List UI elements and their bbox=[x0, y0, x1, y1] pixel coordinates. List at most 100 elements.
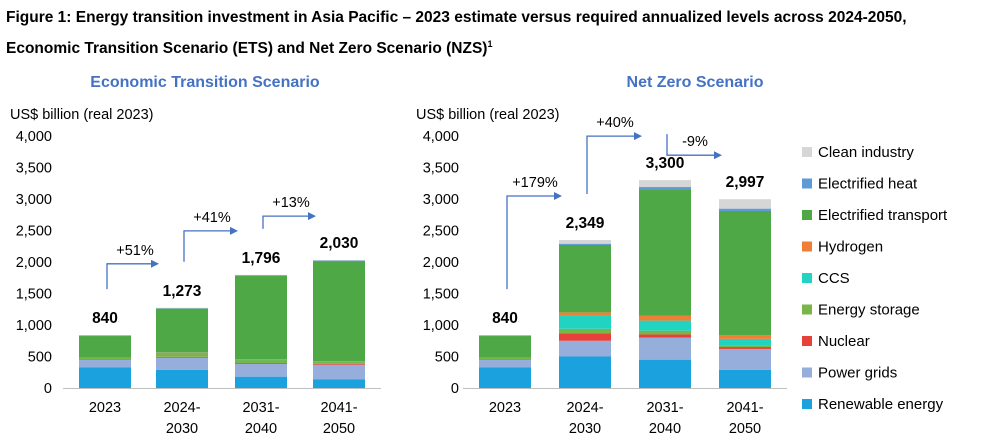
legend-swatch-energy-storage bbox=[802, 304, 812, 315]
ets-bar-renewable-energy-2024-2030 bbox=[156, 369, 208, 388]
nzs-y-tick-3: 1,500 bbox=[423, 287, 459, 303]
ets-panel-title: Economic Transition Scenario bbox=[90, 74, 320, 91]
ets-bar-hydrogen-2031-2040 bbox=[235, 359, 287, 360]
nzs-growth-label-1: +40% bbox=[596, 115, 634, 131]
ets-bar-energy-storage-2041-2050 bbox=[313, 361, 365, 364]
legend-swatch-nuclear bbox=[802, 336, 812, 346]
ets-bar-electrified-transport-2041-2050 bbox=[313, 261, 365, 362]
nzs-bar-nuclear-2024-2030 bbox=[559, 333, 611, 341]
nzs-bar-electrified-heat-2023 bbox=[479, 335, 531, 337]
nzs-growth-arrow-0 bbox=[506, 192, 562, 290]
nzs-bar-power-grids-2024-2030 bbox=[559, 340, 611, 357]
nzs-bar-renewable-energy-2041-2050 bbox=[719, 369, 771, 388]
ets-category-label-3: 2041-2050 bbox=[320, 400, 357, 437]
ets-growth-arrow-1 bbox=[183, 226, 238, 262]
ets-bar-nuclear-2031-2040 bbox=[235, 363, 287, 365]
ets-bar-clean-industry-2023 bbox=[79, 335, 131, 336]
nzs-bar-energy-storage-2024-2030 bbox=[559, 328, 611, 334]
nzs-growth-label-0: +179% bbox=[512, 175, 558, 191]
nzs-bar-nuclear-2041-2050 bbox=[719, 347, 771, 349]
ets-y-axis-label: US$ billion (real 2023) bbox=[10, 107, 153, 123]
ets-category-label-1: 2024-2030 bbox=[163, 400, 200, 437]
ets-y-tick-6: 3,000 bbox=[16, 192, 52, 208]
ets-bar-electrified-transport-2024-2030 bbox=[156, 308, 208, 353]
nzs-bar-hydrogen-2024-2030 bbox=[559, 312, 611, 316]
legend-label-hydrogen: Hydrogen bbox=[818, 239, 883, 256]
ets-y-tick-1: 500 bbox=[28, 350, 52, 366]
ets-bar-clean-industry-2041-2050 bbox=[313, 260, 365, 261]
ets-bar-electrified-heat-2023 bbox=[79, 335, 131, 337]
nzs-y-tick-4: 2,000 bbox=[423, 255, 459, 271]
nzs-y-axis-label: US$ billion (real 2023) bbox=[416, 107, 559, 123]
ets-y-tick-8: 4,000 bbox=[16, 129, 52, 145]
ets-total-label-0: 840 bbox=[92, 310, 118, 327]
legend-label-electrified-transport: Electrified transport bbox=[818, 207, 948, 224]
nzs-y-tick-8: 4,000 bbox=[423, 129, 459, 145]
ets-y-tick-5: 2,500 bbox=[16, 224, 52, 240]
nzs-y-tick-5: 2,500 bbox=[423, 224, 459, 240]
nzs-bar-power-grids-2031-2040 bbox=[639, 337, 691, 360]
figure-title: Figure 1: Energy transition investment i… bbox=[6, 4, 996, 62]
legend-swatch-electrified-heat bbox=[802, 178, 812, 189]
ets-panel: Economic Transition Scenario US$ billion … bbox=[10, 74, 381, 437]
ets-bar-nuclear-2041-2050 bbox=[313, 363, 365, 365]
ets-bar-power-grids-2031-2040 bbox=[235, 364, 287, 377]
nzs-bar-electrified-heat-2031-2040 bbox=[639, 187, 691, 190]
ets-total-label-3: 2,030 bbox=[320, 235, 359, 252]
ets-y-tick-3: 1,500 bbox=[16, 287, 52, 303]
nzs-bar-renewable-energy-2024-2030 bbox=[559, 356, 611, 388]
nzs-bar-electrified-transport-2031-2040 bbox=[639, 189, 691, 316]
nzs-total-label-0: 840 bbox=[492, 310, 518, 327]
ets-total-label-1: 1,273 bbox=[163, 283, 202, 300]
ets-bar-energy-storage-2024-2030 bbox=[156, 352, 208, 357]
legend: Clean industry Electrified heat Electrifie… bbox=[802, 144, 948, 413]
ets-total-label-2: 1,796 bbox=[242, 250, 281, 267]
nzs-growth-label-2: -9% bbox=[682, 134, 708, 150]
ets-bar-power-grids-2041-2050 bbox=[313, 364, 365, 380]
nzs-category-label-2: 2031-2040 bbox=[646, 400, 683, 437]
ets-bar-energy-storage-2023 bbox=[79, 357, 131, 360]
ets-bar-electrified-heat-2024-2030 bbox=[156, 307, 208, 309]
nzs-y-tick-6: 3,000 bbox=[423, 192, 459, 208]
nzs-bar-energy-storage-2041-2050 bbox=[719, 345, 771, 348]
nzs-bar-hydrogen-2041-2050 bbox=[719, 335, 771, 339]
ets-y-tick-0: 0 bbox=[44, 381, 52, 397]
ets-bar-ccs-2041-2050 bbox=[313, 361, 365, 363]
nzs-bar-ccs-2031-2040 bbox=[639, 320, 691, 331]
legend-label-clean-industry: Clean industry bbox=[818, 144, 914, 161]
nzs-bar-electrified-transport-2024-2030 bbox=[559, 244, 611, 313]
ets-bar-renewable-energy-2041-2050 bbox=[313, 379, 365, 388]
nzs-bar-electrified-transport-2023 bbox=[479, 336, 531, 358]
ets-bar-nuclear-2024-2030 bbox=[156, 356, 208, 358]
ets-growth-label-1: +41% bbox=[193, 210, 231, 226]
ets-bar-ccs-2031-2040 bbox=[235, 359, 287, 361]
ets-y-tick-4: 2,000 bbox=[16, 255, 52, 271]
nzs-category-label-3: 2041-2050 bbox=[726, 400, 763, 437]
figure-title-line2-text: Economic Transition Scenario (ETS) and N… bbox=[6, 40, 488, 58]
legend-swatch-renewable-energy bbox=[802, 399, 812, 409]
nzs-bar-electrified-heat-2024-2030 bbox=[559, 243, 611, 245]
nzs-bar-energy-storage-2023 bbox=[479, 357, 531, 360]
legend-swatch-power-grids bbox=[802, 367, 812, 378]
ets-category-label-2: 2031-2040 bbox=[242, 400, 279, 437]
nzs-category-label-1: 2024-2030 bbox=[566, 400, 603, 437]
ets-bar-hydrogen-2024-2030 bbox=[156, 352, 208, 353]
legend-label-nuclear: Nuclear bbox=[818, 333, 870, 350]
ets-bar-electrified-transport-2031-2040 bbox=[235, 275, 287, 360]
ets-bar-energy-storage-2031-2040 bbox=[235, 359, 287, 364]
nzs-bar-clean-industry-2023 bbox=[479, 335, 531, 336]
nzs-bar-clean-industry-2024-2030 bbox=[559, 240, 611, 244]
nzs-bar-ccs-2041-2050 bbox=[719, 338, 771, 346]
ets-growth-label-0: +51% bbox=[116, 243, 154, 259]
nzs-bar-power-grids-2041-2050 bbox=[719, 348, 771, 370]
figure-title-line1: Figure 1: Energy transition investment i… bbox=[6, 9, 907, 26]
ets-bar-clean-industry-2031-2040 bbox=[235, 274, 287, 276]
nzs-panel-title: Net Zero Scenario bbox=[627, 74, 764, 91]
figure-title-line2: Economic Transition Scenario (ETS) and N… bbox=[6, 31, 996, 62]
nzs-bar-nuclear-2031-2040 bbox=[639, 334, 691, 338]
nzs-total-label-3: 2,997 bbox=[726, 174, 765, 191]
nzs-bar-renewable-energy-2031-2040 bbox=[639, 359, 691, 388]
title-footnote: 1 bbox=[487, 39, 493, 49]
nzs-y-tick-1: 500 bbox=[435, 350, 459, 366]
